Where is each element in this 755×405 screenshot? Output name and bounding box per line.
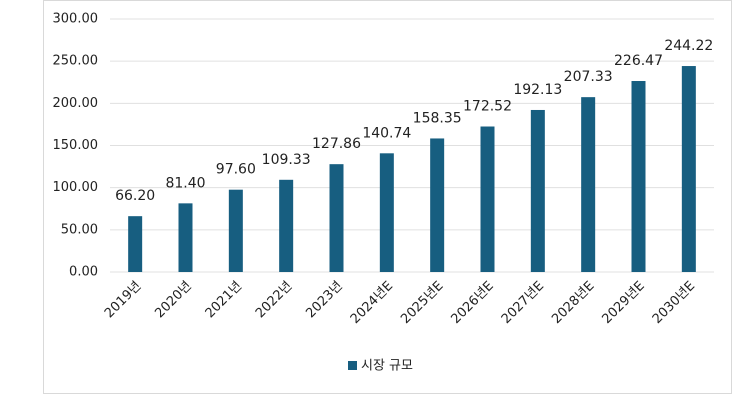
value-label: 81.40 — [165, 175, 205, 191]
y-tick-label: 250.00 — [53, 54, 99, 69]
bar — [379, 153, 394, 272]
value-label: 97.60 — [216, 162, 256, 178]
bar — [128, 216, 143, 272]
bar — [329, 164, 344, 272]
bar — [178, 203, 193, 272]
legend-label: 시장 규모 — [361, 359, 413, 374]
bar — [631, 81, 646, 272]
bar — [581, 97, 596, 272]
y-tick-label: 0.00 — [69, 265, 98, 280]
y-tick-label: 200.00 — [53, 96, 99, 111]
bar — [480, 126, 495, 272]
value-label: 172.52 — [463, 99, 512, 115]
bar — [228, 189, 243, 272]
value-label: 140.74 — [362, 125, 411, 141]
value-label: 127.86 — [312, 136, 361, 152]
y-tick-label: 150.00 — [53, 138, 99, 153]
bar — [279, 179, 294, 272]
bar — [430, 138, 445, 272]
legend-swatch — [348, 361, 357, 370]
value-label: 158.35 — [413, 110, 462, 126]
value-label: 226.47 — [614, 53, 663, 69]
bar — [681, 66, 696, 272]
bar — [530, 109, 545, 272]
value-label: 207.33 — [564, 69, 613, 85]
value-label: 244.22 — [664, 38, 713, 54]
value-label: 192.13 — [513, 82, 562, 98]
y-tick-label: 100.00 — [53, 180, 99, 195]
value-label: 66.20 — [115, 188, 155, 204]
y-tick-label: 300.00 — [53, 12, 99, 27]
y-tick-label: 50.00 — [61, 222, 98, 237]
value-label: 109.33 — [262, 152, 311, 168]
